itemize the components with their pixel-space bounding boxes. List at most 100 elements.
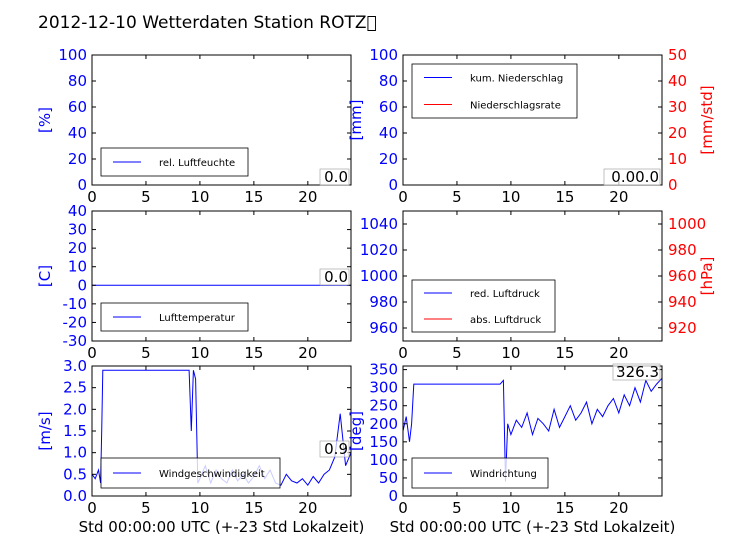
series-line-wind_dir-0 xyxy=(403,377,662,482)
y-tick-label: 0 xyxy=(77,176,87,194)
x-tick-label: 5 xyxy=(452,188,462,206)
y-tick-label: 0 xyxy=(388,176,398,194)
value-label-box xyxy=(612,363,661,381)
legend-box xyxy=(411,279,556,333)
y-tick-label: 0.5 xyxy=(63,465,87,483)
y-tick-label: 150 xyxy=(369,433,398,451)
legend-box xyxy=(411,63,578,119)
y-tick-label: 20 xyxy=(379,150,398,168)
panel-temp: 0 5 10 15 20-30-20-10010203040[C]Lufttempera… xyxy=(36,202,352,362)
y-tick-label: 80 xyxy=(379,72,398,90)
y-tick-label: 200 xyxy=(369,415,398,433)
value-label-box xyxy=(603,168,661,186)
x-tick-label: 20 xyxy=(609,499,628,517)
panel-wind_speed: 0 5 10 15 20 0.0 0.5 1.0 1.5 2.0 2.5 3.0 [m/s] Std 00… xyxy=(36,357,364,536)
x-tick-label: 15 xyxy=(244,188,263,206)
y-axis-label: [m/s] xyxy=(36,411,54,450)
y-tick-label: 300 xyxy=(369,379,398,397)
y-tick-label: 2.0 xyxy=(63,400,87,418)
value-label: 0.9 xyxy=(324,440,348,458)
y-right-tick-label: 10 xyxy=(668,150,687,168)
x-tick-label: 15 xyxy=(244,499,263,517)
x-tick-label: 5 xyxy=(141,344,151,362)
y-right-tick-label: 960 xyxy=(668,267,697,285)
x-tick-label: 0 xyxy=(87,188,97,206)
y-tick-label: 1000 xyxy=(360,267,398,285)
x-tick-label: 15 xyxy=(555,344,574,362)
x-tick-label: 10 xyxy=(501,188,520,206)
x-tick-label: 15 xyxy=(244,344,263,362)
x-tick-label: 10 xyxy=(190,499,209,517)
y-tick-label: 10 xyxy=(68,258,87,276)
y-tick-label: 60 xyxy=(379,98,398,116)
y-tick-label: 100 xyxy=(369,46,398,64)
legend-entry: Windrichtung xyxy=(470,469,537,480)
x-tick-label: 10 xyxy=(501,499,520,517)
plot-frame xyxy=(91,210,352,342)
y-right-tick-label: 0 xyxy=(668,176,678,194)
legend-entry: red. Luftdruck xyxy=(470,289,540,300)
x-tick-label: 5 xyxy=(452,499,462,517)
x-axis-label: Std 00:00:00 UTC (+-23 Std Lokalzeit) xyxy=(390,518,676,536)
y-tick-label: 40 xyxy=(68,124,87,142)
y-tick-label: 80 xyxy=(68,72,87,90)
legend-entry: Niederschlagsrate xyxy=(470,101,561,112)
y-tick-label: 350 xyxy=(369,361,398,379)
x-tick-label: 0 xyxy=(398,344,408,362)
y-tick-label: 0 xyxy=(388,487,398,505)
y-right-tick-label: 50 xyxy=(668,46,687,64)
y-tick-label: 60 xyxy=(68,98,87,116)
y-axis-label: [deg] xyxy=(347,411,365,451)
y-right-tick-label: 1000 xyxy=(668,215,706,233)
y-right-tick-label: 920 xyxy=(668,319,697,337)
y-right-axis-label: [hPa] xyxy=(698,257,716,296)
y-tick-label: 100 xyxy=(369,451,398,469)
y-tick-label: 40 xyxy=(379,124,398,142)
y-axis-label: [mm] xyxy=(347,100,365,141)
x-axis-label: Std 00:00:00 UTC (+-23 Std Lokalzeit) xyxy=(79,518,365,536)
y-right-axis-label: [mm/std] xyxy=(698,85,716,154)
y-tick-label: -30 xyxy=(63,332,88,350)
value-label: 0.00.0 xyxy=(611,168,659,186)
panel-precip: 0 5 10 15 20 0 20 40 60 80 100 0 10 20 30 40 50 [mm] [mm/s… xyxy=(347,46,716,206)
y-axis-label: [C] xyxy=(36,265,54,287)
x-tick-label: 10 xyxy=(501,344,520,362)
y-right-tick-label: 980 xyxy=(668,241,697,259)
value-label-box xyxy=(319,440,350,458)
plot-frame xyxy=(91,54,352,186)
y-axis-label: [%] xyxy=(36,107,54,133)
x-tick-label: 20 xyxy=(298,499,317,517)
y-tick-label: 250 xyxy=(369,397,398,415)
panel-humidity: 0 5 10 15 20 0 20 40 60 80 100 [%] rel. Luftfeuchte 0… xyxy=(36,46,352,206)
y-tick-label: 1040 xyxy=(360,215,398,233)
y-tick-label: 100 xyxy=(58,46,87,64)
plot-frame xyxy=(402,54,663,186)
y-tick-label: 20 xyxy=(68,150,87,168)
y-tick-label: 980 xyxy=(369,293,398,311)
y-tick-label: 1.5 xyxy=(63,422,87,440)
x-tick-label: 20 xyxy=(609,344,628,362)
y-tick-label: 3.0 xyxy=(63,357,87,375)
x-tick-label: 15 xyxy=(555,499,574,517)
legend-box xyxy=(100,457,281,489)
x-tick-label: 15 xyxy=(555,188,574,206)
x-tick-label: 10 xyxy=(190,344,209,362)
value-label: 0.0 xyxy=(324,268,348,286)
figure-title: 2012-12-10 Wetterdaten Station ROTZ  xyxy=(38,13,377,33)
x-tick-label: 5 xyxy=(452,344,462,362)
legend-entry: kum. Niederschlag xyxy=(470,74,563,85)
x-tick-label: 0 xyxy=(398,499,408,517)
x-tick-label: 0 xyxy=(398,188,408,206)
y-right-tick-label: 40 xyxy=(668,72,687,90)
y-tick-label: 50 xyxy=(379,469,398,487)
value-label-box xyxy=(319,168,350,186)
y-tick-label: 1020 xyxy=(360,241,398,259)
y-right-tick-label: 30 xyxy=(668,98,687,116)
y-tick-label: 0.0 xyxy=(63,487,87,505)
x-tick-label: 5 xyxy=(141,499,151,517)
x-tick-label: 20 xyxy=(298,344,317,362)
legend-entry: abs. Luftdruck xyxy=(470,315,541,326)
value-label: 326.3 xyxy=(616,363,659,381)
